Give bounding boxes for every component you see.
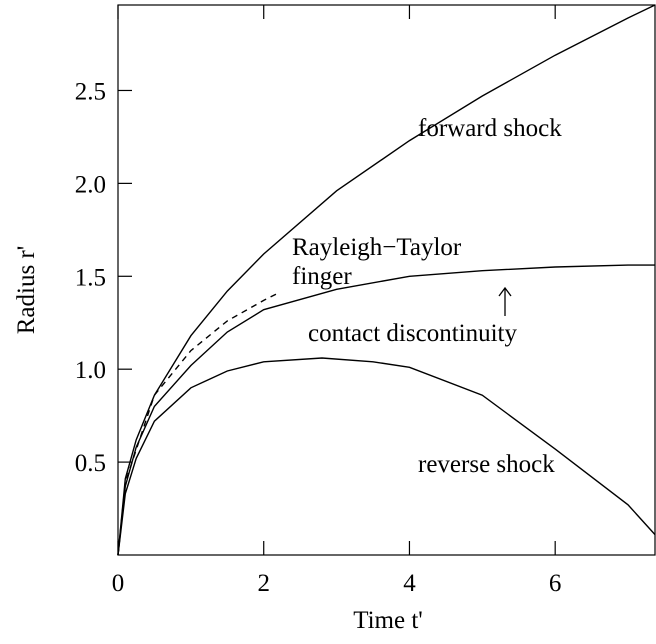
y-tick-label: 0.5 — [75, 450, 106, 477]
arrow — [498, 286, 512, 316]
y-tick-label: 2.5 — [75, 78, 106, 105]
plot-frame — [117, 4, 656, 556]
line-series — [117, 357, 656, 556]
x-tick-label: 6 — [549, 570, 562, 597]
annotation: forward shock — [418, 115, 562, 142]
x-tick-label: 2 — [257, 570, 270, 597]
x-tick-label: 4 — [403, 570, 416, 597]
annotation: reverse shock — [418, 451, 555, 478]
line-series — [117, 264, 655, 556]
y-tick-label: 2.0 — [75, 171, 106, 198]
annotation: finger — [292, 263, 352, 290]
x-axis-label: Time t' — [353, 607, 423, 634]
line-series — [117, 292, 279, 556]
x-tick-label: 0 — [112, 570, 125, 597]
y-tick-label: 1.0 — [75, 357, 106, 384]
line-series — [117, 4, 656, 556]
y-tick-label: 1.5 — [75, 264, 106, 291]
annotation: contact discontinuity — [308, 320, 517, 347]
y-axis-label: Radius r' — [13, 246, 40, 335]
annotation: Rayleigh−Taylor — [292, 234, 462, 261]
